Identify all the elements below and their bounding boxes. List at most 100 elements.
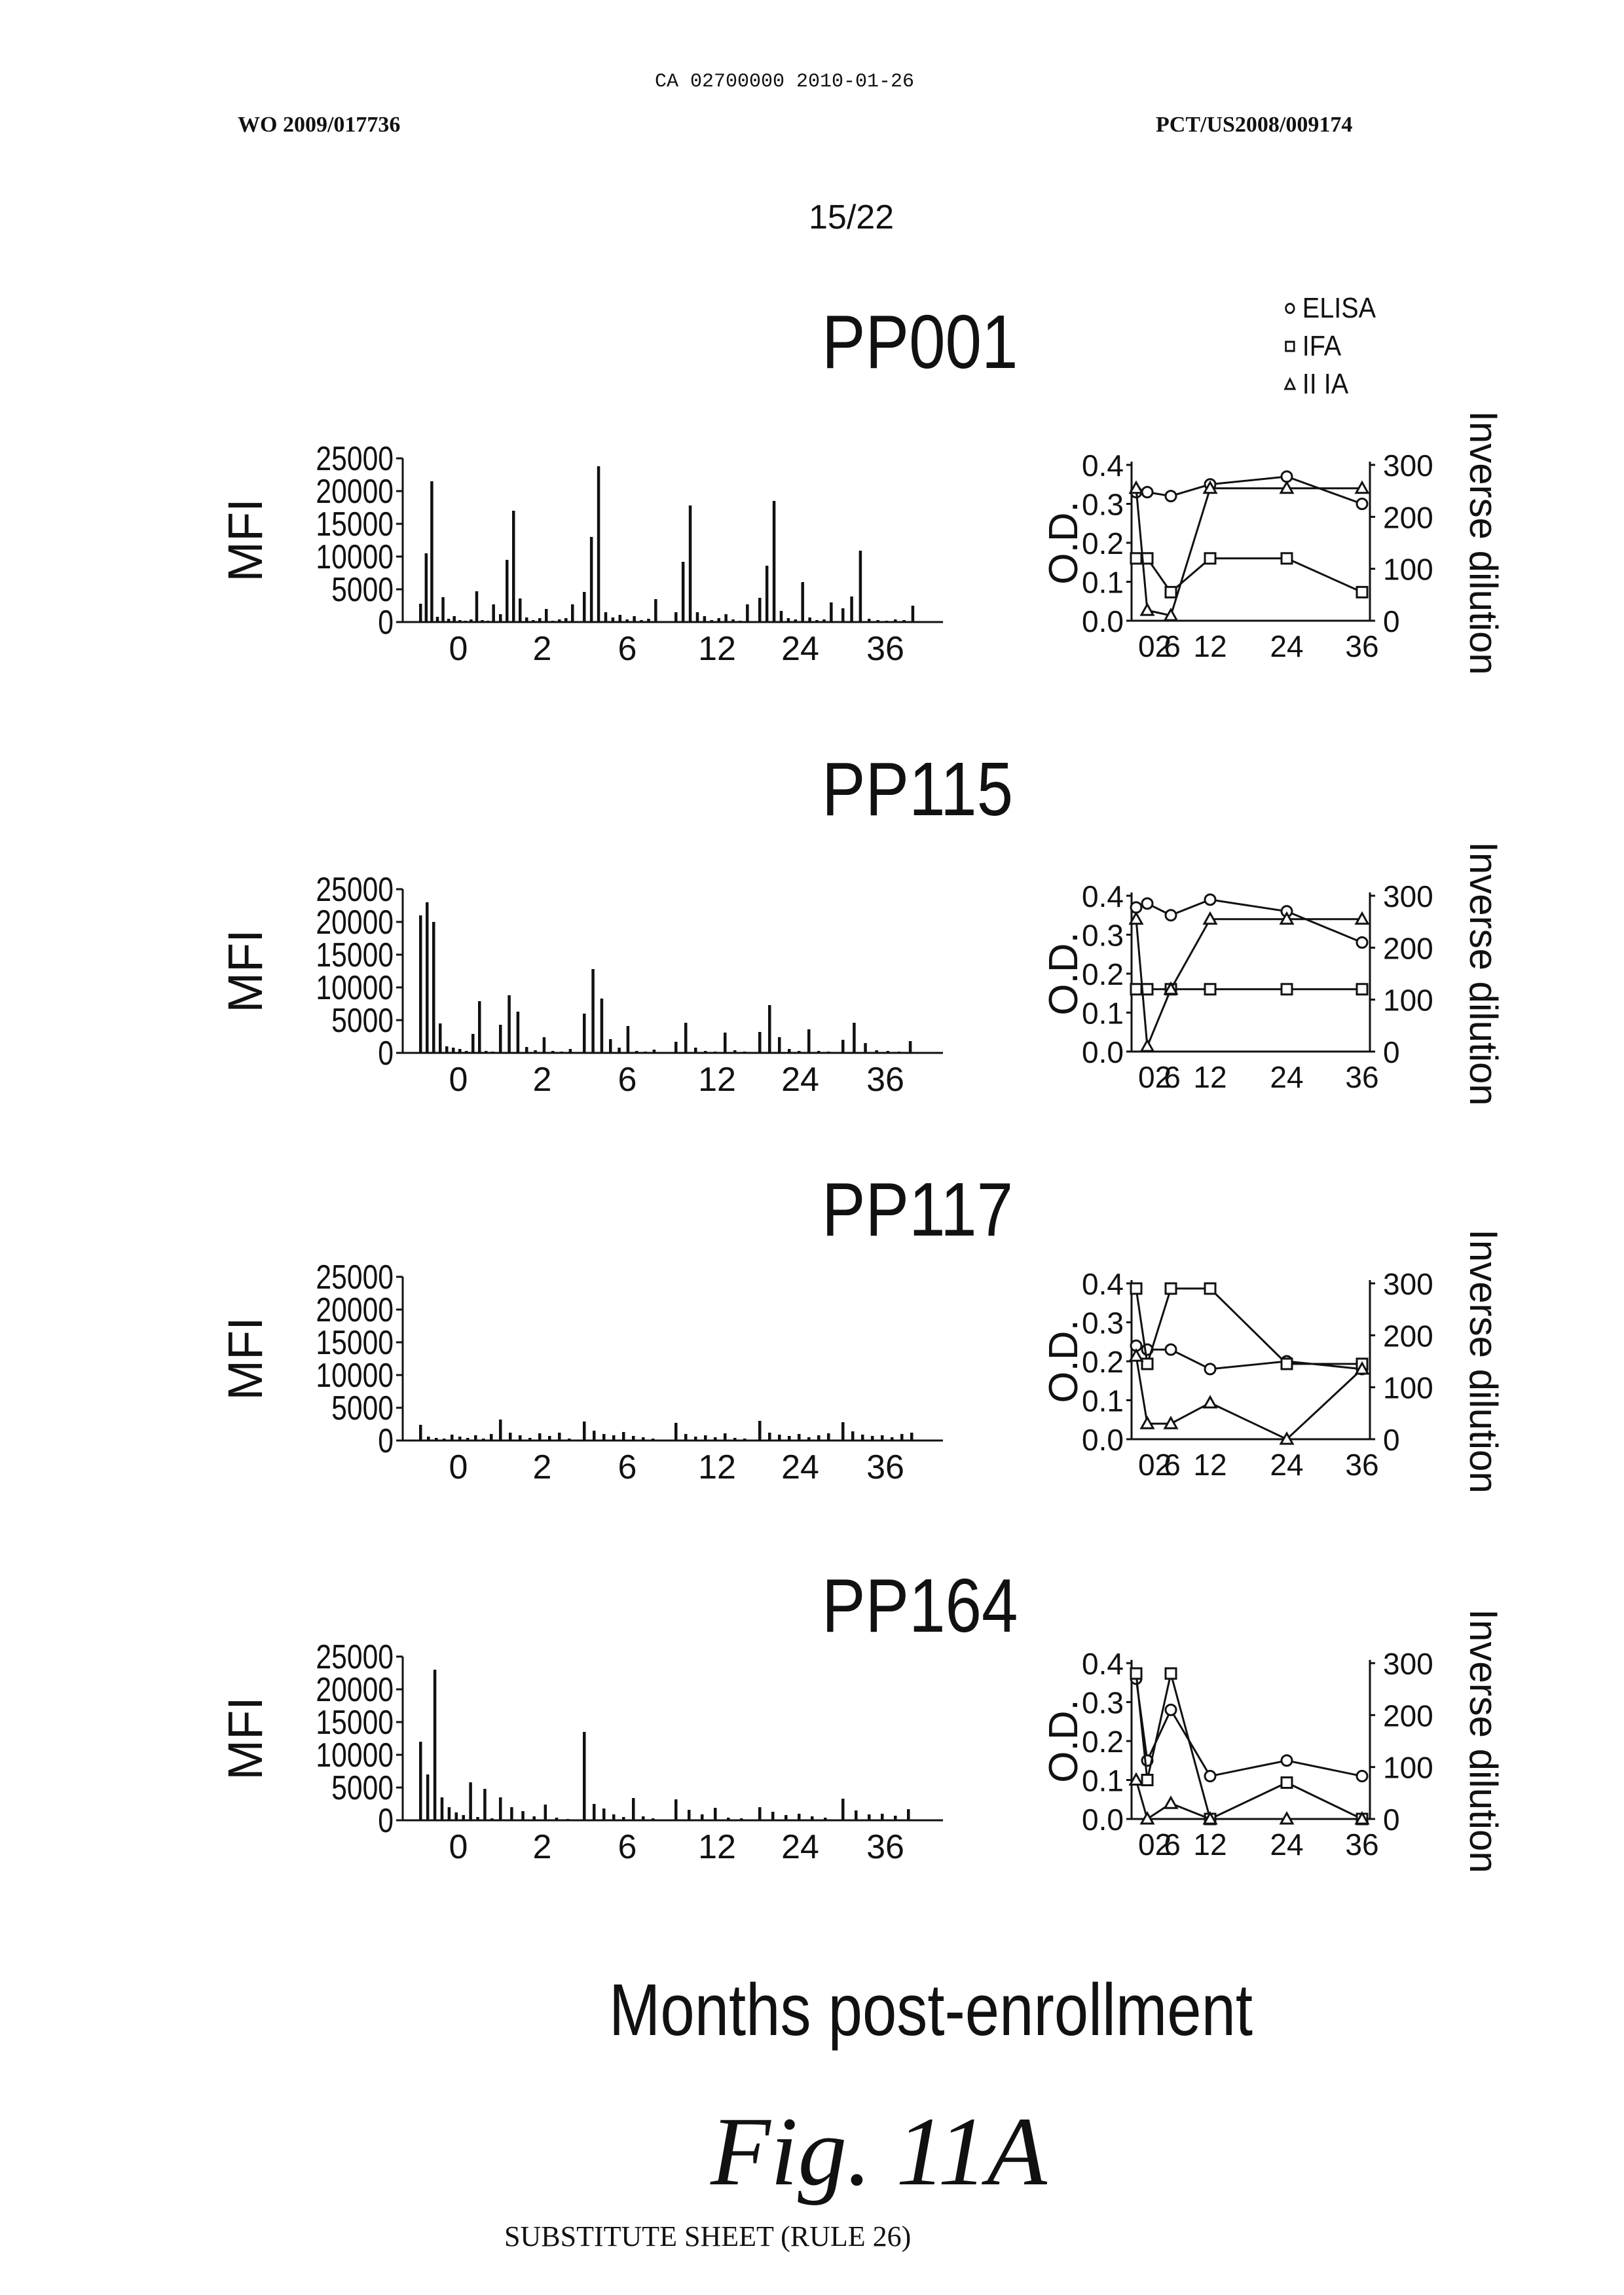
- series-point-ifa-pp001: [1282, 553, 1292, 564]
- series-point-ifa-pp001: [1205, 553, 1215, 564]
- mfi-bar-pp001: [619, 615, 622, 622]
- mfi-y-tick-label-pp001: 15000: [316, 505, 394, 543]
- mfi-bar-pp117: [758, 1421, 762, 1441]
- mfi-bar-pp001: [876, 620, 879, 622]
- od-y-tick-label-pp117: 0.4: [1082, 1267, 1124, 1301]
- series-point-ifa-pp164: [1166, 1668, 1176, 1679]
- dilution-y-tick-label-pp115: 300: [1383, 879, 1433, 913]
- mfi-y-axis-title-pp164: MFI: [218, 1697, 272, 1780]
- mfi-bar-pp117: [642, 1437, 645, 1441]
- mfi-bar-pp001: [885, 621, 889, 622]
- mfi-bar-pp117: [499, 1420, 502, 1441]
- dilution-y-axis-title-pp164: Inverse dilution: [1462, 1609, 1505, 1873]
- mfi-bar-pp001: [551, 621, 555, 622]
- mfi-bar-pp117: [593, 1431, 596, 1441]
- mfi-bar-pp117: [474, 1435, 477, 1441]
- mfi-bar-pp001: [850, 597, 853, 622]
- od-x-tick-label-pp115: 6: [1164, 1060, 1181, 1094]
- mfi-x-tick-label-pp115: 6: [618, 1061, 637, 1099]
- mfi-bar-pp001: [739, 621, 742, 622]
- mfi-bar-pp115: [543, 1037, 546, 1053]
- mfi-bar-pp001: [499, 614, 502, 622]
- series-point-ifa-pp117: [1142, 1359, 1153, 1369]
- series-point-ifa-pp164: [1131, 1668, 1141, 1679]
- series-point-ifa-pp115: [1205, 984, 1215, 995]
- mfi-bar-pp164: [855, 1810, 858, 1820]
- mfi-y-axis-title-pp001: MFI: [218, 498, 272, 581]
- mfi-bar-pp115: [465, 1051, 468, 1053]
- od-y-axis-title-pp117: O.D.: [1041, 1319, 1086, 1403]
- mfi-bar-pp001: [545, 609, 548, 622]
- mfi-bar-pp115: [569, 1049, 572, 1053]
- mfi-bar-pp001: [794, 619, 798, 622]
- mfi-bar-pp115: [827, 1052, 830, 1053]
- mfi-bar-pp164: [652, 1818, 655, 1820]
- dilution-y-tick-label-pp164: 300: [1383, 1647, 1433, 1681]
- dilution-y-tick-label-pp001: 100: [1383, 553, 1433, 587]
- dilution-y-tick-label-pp001: 300: [1383, 449, 1433, 483]
- mfi-bar-pp115: [743, 1052, 747, 1053]
- mfi-y-axis-title-pp115: MFI: [218, 929, 272, 1012]
- mfi-bar-pp001: [682, 562, 685, 622]
- series-point-ifa-pp115: [1357, 984, 1367, 995]
- series-point-iiia-pp117: [1204, 1397, 1216, 1407]
- mfi-bar-pp001: [868, 619, 871, 622]
- dilution-y-tick-label-pp117: 100: [1383, 1371, 1433, 1405]
- mfi-x-tick-label-pp117: 24: [781, 1448, 819, 1486]
- mfi-bar-pp001: [717, 618, 720, 622]
- od-y-tick-label-pp001: 0.2: [1082, 526, 1124, 560]
- mfi-bar-pp115: [618, 1048, 621, 1053]
- mfi-x-tick-label-pp164: 6: [618, 1828, 637, 1866]
- mfi-bar-pp117: [443, 1439, 446, 1441]
- od-x-tick-label-pp164: 24: [1270, 1827, 1303, 1862]
- series-point-ifa-pp164: [1142, 1775, 1153, 1786]
- mfi-bar-pp164: [868, 1814, 871, 1820]
- od-x-tick-label-pp115: 24: [1270, 1060, 1303, 1094]
- mfi-bar-pp164: [784, 1815, 788, 1820]
- mfi-bar-pp117: [583, 1422, 586, 1441]
- mfi-x-tick-label-pp001: 0: [449, 630, 468, 668]
- od-y-tick-label-pp115: 0.0: [1082, 1035, 1124, 1069]
- od-y-tick-label-pp115: 0.2: [1082, 957, 1124, 991]
- series-point-ifa-pp001: [1357, 587, 1367, 597]
- dilution-y-tick-label-pp115: 100: [1383, 983, 1433, 1018]
- od-x-tick-label-pp001: 6: [1164, 629, 1181, 663]
- mfi-bar-pp164: [881, 1814, 884, 1820]
- mfi-bar-pp115: [499, 1025, 502, 1053]
- mfi-bar-pp117: [714, 1437, 717, 1441]
- mfi-bar-pp115: [517, 1012, 520, 1053]
- mfi-bar-pp117: [558, 1433, 561, 1441]
- mfi-bar-pp115: [471, 1034, 475, 1053]
- od-y-tick-label-pp164: 0.0: [1082, 1803, 1124, 1837]
- od-y-tick-label-pp001: 0.4: [1082, 449, 1124, 483]
- od-y-tick-label-pp164: 0.3: [1082, 1686, 1124, 1720]
- mfi-bar-pp115: [758, 1032, 762, 1053]
- mfi-bar-pp115: [704, 1051, 707, 1053]
- footer-note: SUBSTITUTE SHEET (RULE 26): [504, 2220, 911, 2253]
- series-point-ifa-pp117: [1166, 1283, 1176, 1294]
- mfi-bar-pp117: [602, 1434, 606, 1441]
- mfi-bar-pp115: [853, 1023, 856, 1053]
- mfi-bar-pp001: [647, 619, 650, 622]
- dilution-y-tick-label-pp115: 0: [1383, 1035, 1400, 1069]
- figure-label: Fig. 11A: [710, 2095, 1047, 2208]
- mfi-bar-pp001: [710, 620, 714, 622]
- od-x-tick-label-pp164: 12: [1193, 1827, 1227, 1862]
- od-x-tick-label-pp117: 12: [1193, 1448, 1227, 1482]
- mfi-bar-pp164: [688, 1810, 691, 1820]
- mfi-bar-pp117: [881, 1435, 884, 1441]
- mfi-bar-pp164: [701, 1814, 704, 1820]
- od-y-tick-label-pp164: 0.4: [1082, 1647, 1124, 1681]
- series-point-elisa-pp115: [1205, 894, 1215, 905]
- series-point-ifa-pp115: [1131, 984, 1141, 995]
- mfi-x-tick-label-pp164: 24: [781, 1828, 819, 1866]
- mfi-bar-pp117: [841, 1422, 845, 1441]
- mfi-bar-pp001: [808, 617, 811, 622]
- mfi-bar-pp164: [771, 1812, 775, 1820]
- od-y-axis-title-pp164: O.D.: [1041, 1699, 1086, 1782]
- mfi-bar-pp001: [558, 619, 561, 622]
- mfi-bar-pp115: [507, 995, 511, 1053]
- mfi-bar-pp164: [469, 1782, 472, 1820]
- od-x-tick-label-pp117: 36: [1345, 1448, 1378, 1482]
- mfi-bar-pp001: [458, 620, 462, 622]
